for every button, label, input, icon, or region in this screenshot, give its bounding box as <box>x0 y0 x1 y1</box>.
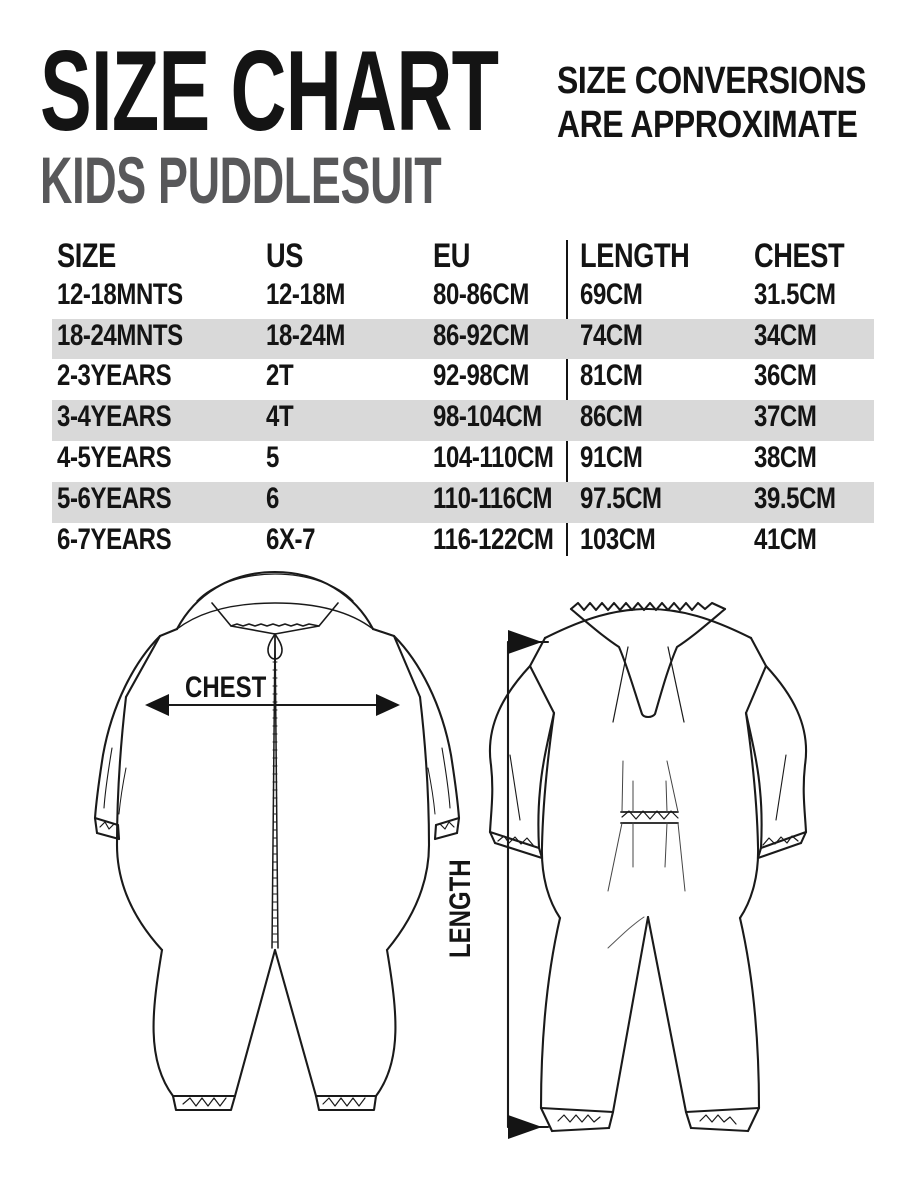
svg-text:LENGTH: LENGTH <box>442 859 476 958</box>
